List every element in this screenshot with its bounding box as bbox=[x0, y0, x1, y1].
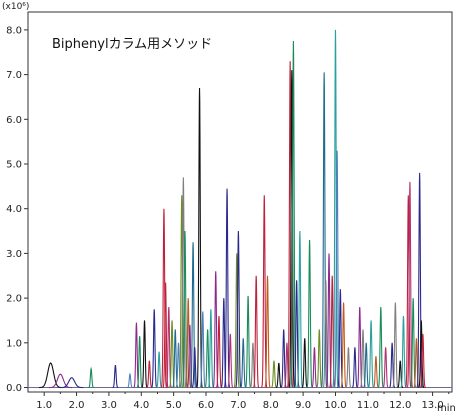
peak-trace bbox=[392, 302, 399, 389]
x-tick-label: 13.0 bbox=[421, 400, 443, 411]
peak-trace bbox=[322, 280, 329, 389]
peak-trace bbox=[191, 347, 198, 389]
peak-trace bbox=[363, 342, 370, 389]
peak-trace bbox=[320, 72, 328, 388]
peak-trace bbox=[284, 342, 290, 389]
peak-trace bbox=[127, 372, 133, 389]
peak-trace bbox=[240, 338, 247, 389]
x-tick-label: 6.0 bbox=[198, 400, 214, 411]
peak-trace bbox=[377, 307, 384, 389]
x-axis-ticks: 1.0 2.0 3.0 4.0 5.0 6.0 7.0 8.0 9.0 10.0 11.0 12.0 1… bbox=[36, 392, 450, 411]
x-tick-label: 7.0 bbox=[230, 400, 246, 411]
peak-trace bbox=[235, 231, 242, 388]
peak-trace bbox=[186, 324, 193, 389]
peak-trace bbox=[253, 275, 260, 389]
peak-trace bbox=[185, 298, 192, 389]
peak-trace bbox=[293, 280, 300, 389]
peak-trace bbox=[296, 231, 303, 388]
peak-trace bbox=[368, 320, 375, 389]
x-tick-label: 11.0 bbox=[357, 400, 379, 411]
peak-trace bbox=[275, 362, 282, 389]
peak-trace bbox=[340, 302, 347, 389]
peak-trace bbox=[316, 329, 323, 389]
x-tick-label: 3.0 bbox=[101, 400, 117, 411]
peak-trace bbox=[286, 61, 294, 388]
peak-trace bbox=[227, 333, 234, 389]
peak-trace bbox=[382, 347, 389, 389]
peak-trace bbox=[306, 239, 313, 388]
x-tick-label: 4.0 bbox=[133, 400, 149, 411]
peak-trace bbox=[180, 177, 187, 388]
peak-traces bbox=[28, 29, 452, 389]
peak-trace bbox=[271, 360, 277, 389]
y-axis-ticks: 0.0 1.0 2.0 3.0 4.0 5.0 6.0 7.0 8.0 bbox=[6, 25, 28, 394]
peak-trace bbox=[146, 360, 153, 389]
y-tick-label: 1.0 bbox=[6, 338, 22, 349]
peak-trace bbox=[405, 195, 412, 388]
peak-trace bbox=[345, 347, 352, 389]
x-tick-label: 5.0 bbox=[166, 400, 182, 411]
peak-trace bbox=[418, 320, 425, 389]
peak-trace bbox=[329, 275, 336, 389]
x-tick-label: 9.0 bbox=[295, 400, 311, 411]
peak-trace bbox=[160, 208, 168, 388]
plot-frame bbox=[27, 11, 453, 393]
y-tick-label: 3.0 bbox=[6, 249, 22, 260]
peak-trace bbox=[88, 366, 94, 389]
peak-trace bbox=[175, 342, 182, 389]
peak-trace bbox=[156, 351, 163, 389]
y-tick-label: 6.0 bbox=[6, 115, 22, 126]
peak-trace bbox=[136, 336, 143, 389]
peak-trace bbox=[233, 253, 240, 388]
peak-trace bbox=[351, 347, 358, 389]
peak-trace bbox=[60, 377, 84, 389]
x-tick-label: 1.0 bbox=[36, 400, 52, 411]
peak-trace bbox=[141, 320, 148, 389]
peak-trace bbox=[397, 360, 404, 389]
peak-trace bbox=[400, 315, 407, 389]
peak-trace bbox=[311, 347, 318, 389]
peak-trace bbox=[204, 329, 211, 389]
peak-trace bbox=[220, 298, 227, 389]
y-tick-label: 5.0 bbox=[6, 160, 22, 171]
peak-trace bbox=[38, 362, 63, 389]
chart-title: Biphenylカラム用メソッド bbox=[52, 37, 212, 52]
peak-trace bbox=[250, 342, 256, 389]
x-tick-label: 2.0 bbox=[69, 400, 85, 411]
peak-trace bbox=[207, 309, 214, 389]
y-tick-label: 8.0 bbox=[6, 25, 22, 36]
x-tick-label: 12.0 bbox=[389, 400, 411, 411]
peak-trace bbox=[413, 338, 420, 389]
peak-trace bbox=[332, 29, 339, 388]
peak-trace bbox=[389, 342, 396, 389]
x-tick-label: 10.0 bbox=[324, 400, 346, 411]
peak-trace bbox=[112, 365, 119, 389]
y-tick-label: 7.0 bbox=[6, 70, 22, 81]
y-axis-unit-label: (x10⁶) bbox=[2, 2, 29, 12]
x-tick-label: 8.0 bbox=[263, 400, 279, 411]
peak-trace bbox=[301, 338, 308, 389]
peak-trace bbox=[48, 373, 73, 389]
peak-trace bbox=[419, 333, 426, 389]
y-tick-label: 4.0 bbox=[6, 204, 22, 215]
peak-trace bbox=[373, 356, 379, 389]
peak-trace bbox=[245, 295, 252, 389]
peak-trace bbox=[189, 242, 197, 388]
peak-trace bbox=[288, 70, 296, 388]
peak-trace bbox=[151, 309, 158, 389]
peak-trace bbox=[264, 275, 271, 389]
peak-trace bbox=[215, 315, 222, 389]
x-axis-label: min bbox=[437, 403, 456, 413]
y-tick-label: 0.0 bbox=[6, 383, 22, 394]
y-tick-label: 2.0 bbox=[6, 294, 22, 305]
peak-trace bbox=[199, 311, 206, 389]
